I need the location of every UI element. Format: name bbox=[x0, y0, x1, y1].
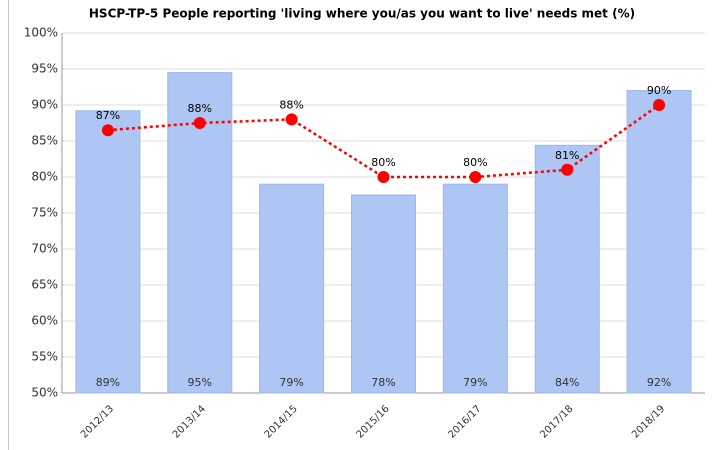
chart-title: HSCP-TP-5 People reporting 'living where… bbox=[89, 7, 635, 21]
y-tick-label: 80% bbox=[31, 170, 58, 184]
x-tick-label: 2014/15 bbox=[263, 403, 300, 440]
x-tick-label: 2015/16 bbox=[355, 403, 392, 440]
line-value-label: 80% bbox=[371, 156, 395, 169]
line-value-label: 88% bbox=[279, 98, 303, 111]
y-tick-label: 100% bbox=[24, 26, 58, 40]
y-tick-label: 75% bbox=[31, 206, 58, 220]
bar bbox=[626, 90, 692, 394]
y-tick-label: 95% bbox=[31, 62, 58, 76]
x-tick-label: 2012/13 bbox=[79, 403, 116, 440]
line-value-label: 88% bbox=[188, 102, 212, 115]
bar bbox=[259, 183, 325, 394]
y-tick-label: 85% bbox=[31, 134, 58, 148]
bar-value-label: 79% bbox=[463, 376, 487, 389]
bar-value-label: 92% bbox=[647, 376, 671, 389]
line-point bbox=[653, 99, 666, 111]
line-value-label: 87% bbox=[96, 109, 120, 122]
line-value-label: 90% bbox=[647, 84, 671, 97]
x-tick-label: 2016/17 bbox=[446, 403, 483, 440]
bar-value-label: 95% bbox=[188, 376, 212, 389]
y-tick-label: 65% bbox=[31, 278, 58, 292]
bar bbox=[75, 110, 141, 394]
y-tick-label: 60% bbox=[31, 314, 58, 328]
line-point bbox=[193, 117, 206, 129]
bar bbox=[534, 144, 600, 394]
bar-value-label: 84% bbox=[555, 376, 579, 389]
line-point bbox=[101, 124, 114, 137]
line-point bbox=[469, 171, 482, 183]
y-tick-label: 70% bbox=[31, 242, 58, 256]
bar-value-label: 89% bbox=[96, 376, 120, 389]
x-tick-label: 2017/18 bbox=[538, 403, 575, 440]
bar-value-label: 79% bbox=[279, 376, 303, 389]
line-point bbox=[377, 171, 390, 183]
y-tick-label: 90% bbox=[31, 98, 58, 112]
line-point bbox=[561, 163, 574, 176]
line-value-label: 80% bbox=[463, 156, 487, 169]
line-point bbox=[285, 113, 298, 126]
y-tick-label: 55% bbox=[31, 350, 58, 364]
bar-value-label: 78% bbox=[371, 376, 395, 389]
x-tick-label: 2013/14 bbox=[171, 403, 208, 440]
y-tick-label: 50% bbox=[31, 386, 58, 400]
line-value-label: 81% bbox=[555, 149, 579, 162]
bar bbox=[442, 183, 508, 394]
x-tick-label: 2018/19 bbox=[630, 403, 667, 440]
bar bbox=[351, 194, 416, 394]
